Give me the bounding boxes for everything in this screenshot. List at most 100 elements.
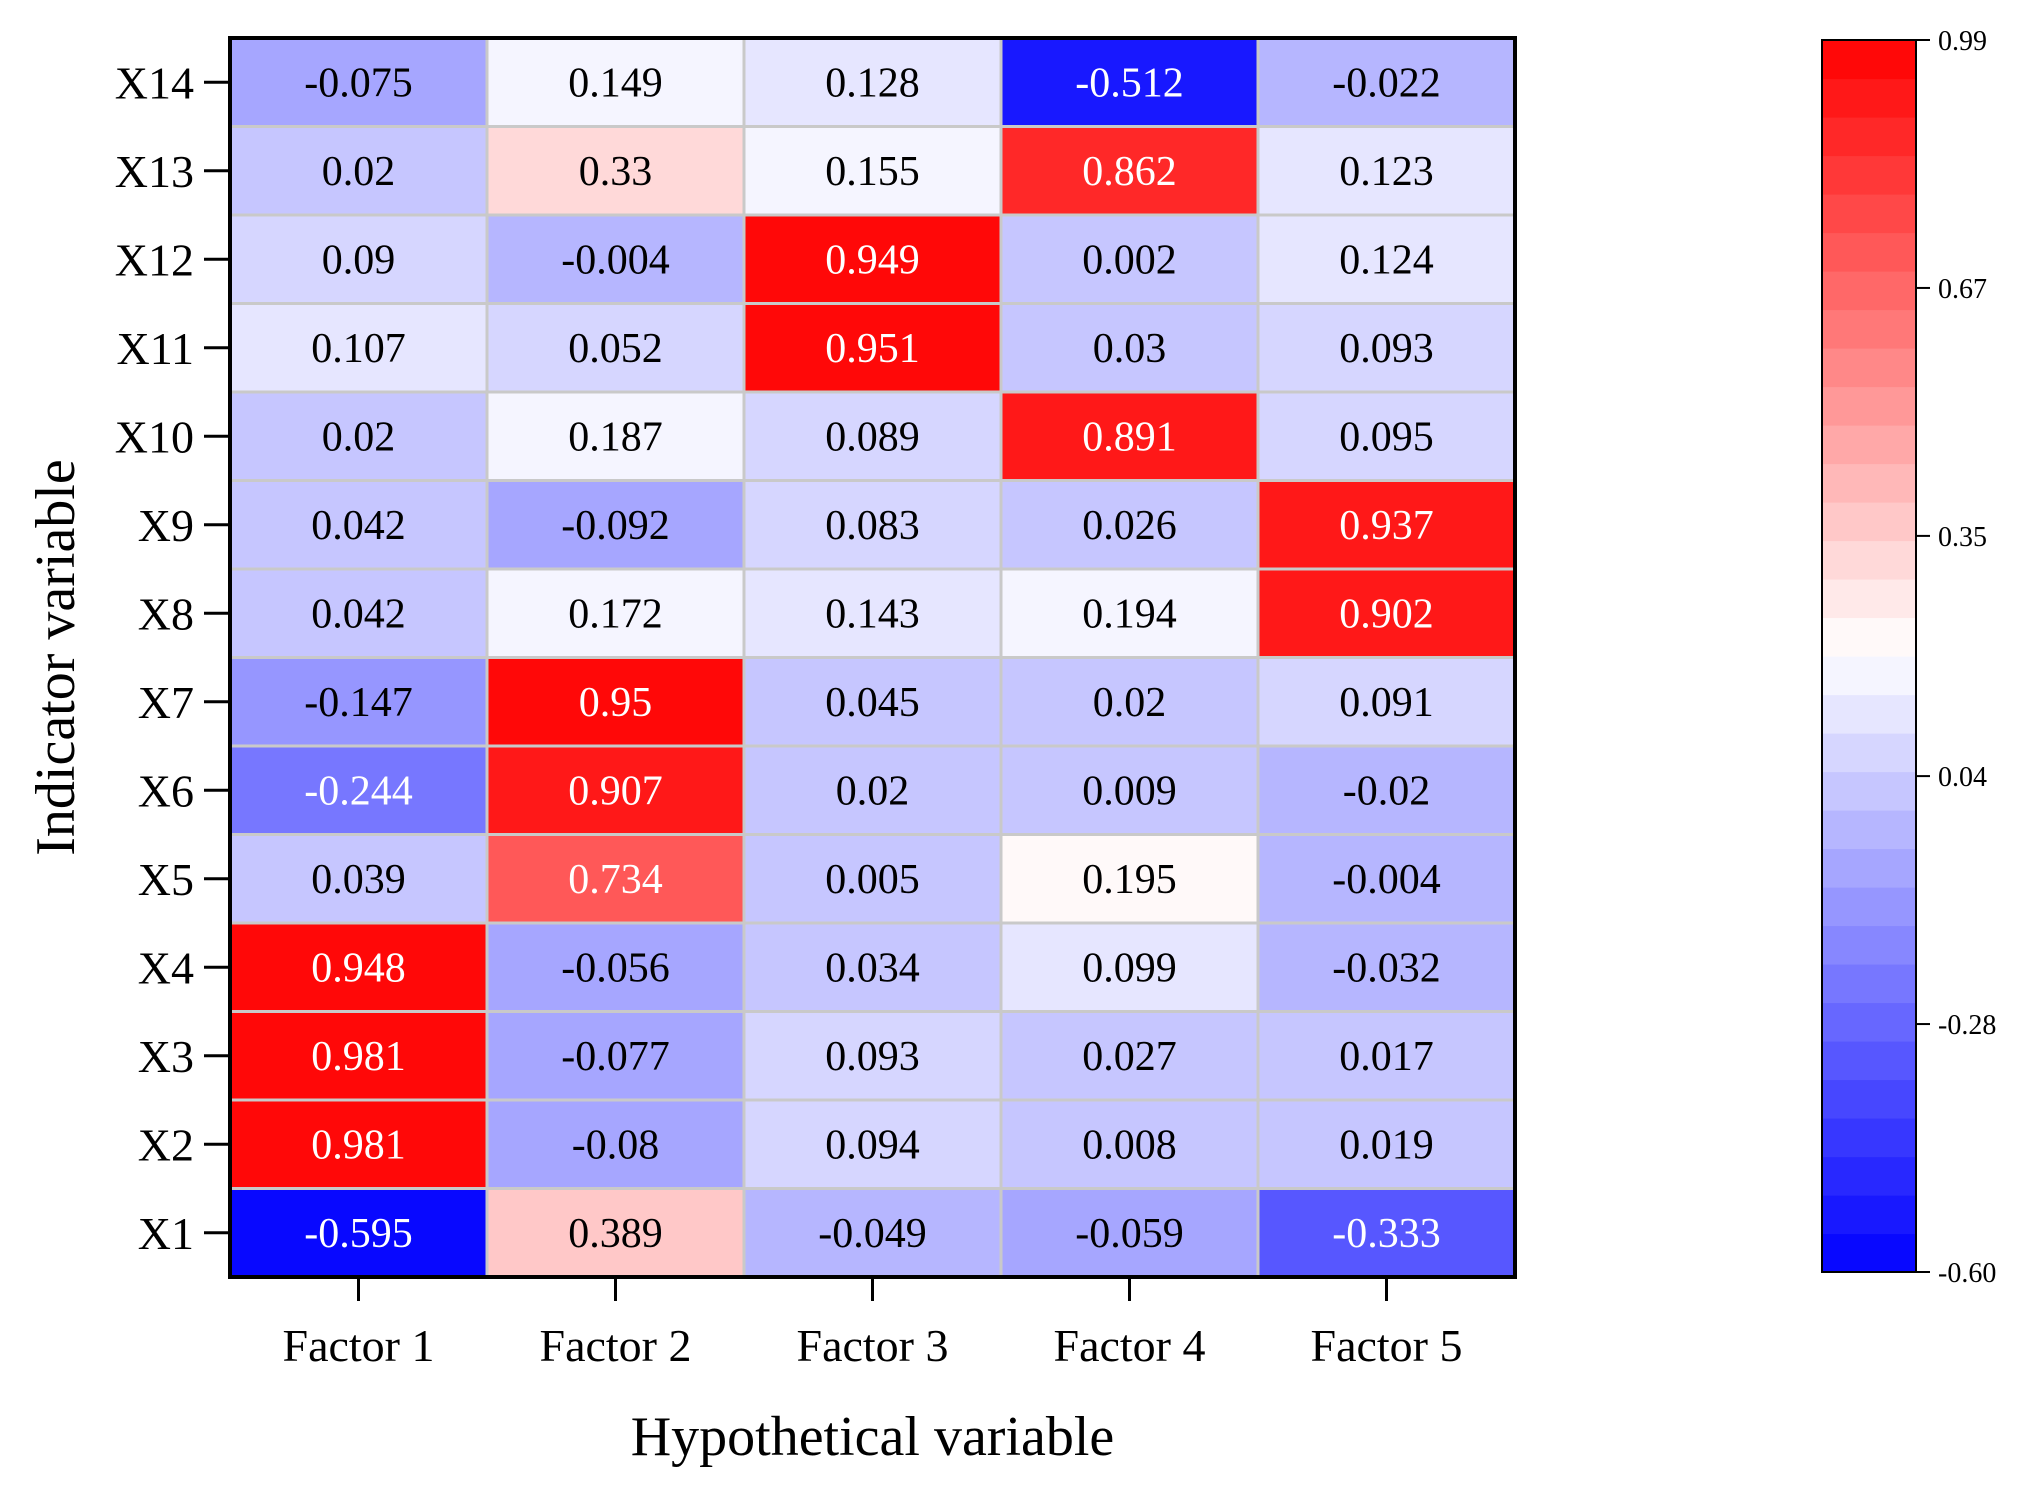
cell-value-label: 0.195 [1082, 857, 1177, 903]
cell-value-label: 0.143 [825, 591, 920, 637]
cell-value-label: 0.107 [311, 326, 406, 372]
heatmap-cell [742, 125, 1003, 217]
cell-value-label: 0.02 [322, 149, 396, 195]
cell-value-label: -0.004 [561, 237, 670, 283]
colorbar-swatch [1822, 925, 1916, 965]
heatmap-cell [999, 833, 1260, 925]
colorbar-swatch [1822, 425, 1916, 465]
heatmap-cell [1256, 125, 1517, 217]
cell-value-label: -0.056 [561, 945, 670, 991]
cell-value-label: 0.042 [311, 503, 406, 549]
colorbar-frame [1821, 39, 1917, 1273]
y-tick-label: X7 [138, 677, 194, 728]
heatmap-cell [999, 213, 1260, 305]
heatmap-cell [485, 302, 746, 394]
cell-value-label: 0.907 [568, 768, 663, 814]
y-tick-label: X9 [138, 500, 194, 551]
heatmap-cell [742, 390, 1003, 482]
heatmap-cell [1256, 744, 1517, 836]
cell-value-label: 0.155 [825, 149, 920, 195]
heatmap-cell [1256, 1187, 1517, 1279]
heatmap-cell [485, 390, 746, 482]
heatmap-cell [485, 36, 746, 128]
heatmap-cell [1256, 302, 1517, 394]
cell-value-label: -0.08 [572, 1122, 660, 1168]
colorbar-swatch [1822, 232, 1916, 272]
cell-value-label: 0.128 [825, 60, 920, 106]
cell-value-label: -0.147 [304, 680, 413, 726]
cell-value-label: 0.099 [1082, 945, 1177, 991]
y-tick-label: X5 [138, 854, 194, 905]
cell-value-label: 0.026 [1082, 503, 1177, 549]
cell-value-label: 0.095 [1339, 414, 1434, 460]
colorbar-swatch [1822, 1002, 1916, 1042]
colorbar-tick-label: 0.35 [1938, 522, 1987, 553]
cell-value-label: 0.891 [1082, 414, 1177, 460]
cell-value-label: 0.902 [1339, 591, 1434, 637]
cell-value-label: 0.981 [311, 1034, 406, 1080]
heatmap-cell [228, 36, 489, 128]
cell-value-label: -0.092 [561, 503, 670, 549]
cell-value-label: 0.187 [568, 414, 663, 460]
colorbar-swatch [1822, 1233, 1916, 1273]
colorbar-swatch [1822, 155, 1916, 195]
cell-value-label: -0.022 [1332, 60, 1441, 106]
colorbar-swatch [1822, 540, 1916, 580]
y-tick-label: X13 [115, 146, 194, 197]
cell-value-label: 0.093 [825, 1034, 920, 1080]
heatmap-cell [999, 1010, 1260, 1102]
y-tick-label: X6 [138, 765, 194, 816]
cell-value-label: 0.95 [579, 680, 653, 726]
heatmap-cell [485, 833, 746, 925]
cell-value-label: -0.032 [1332, 945, 1441, 991]
colorbar-swatch [1822, 771, 1916, 811]
heatmap-cell [1256, 833, 1517, 925]
heatmap-cell [742, 744, 1003, 836]
cell-value-label: 0.02 [836, 768, 910, 814]
colorbar-swatch [1822, 309, 1916, 349]
colorbar-tick-label: -0.60 [1938, 1258, 1996, 1289]
heatmap-cell [742, 302, 1003, 394]
x-tick-label: Factor 1 [282, 1320, 434, 1371]
cell-value-label: -0.049 [818, 1211, 927, 1257]
colorbar-swatch [1822, 348, 1916, 388]
x-tick-label: Factor 4 [1053, 1320, 1205, 1371]
cell-value-label: 0.194 [1082, 591, 1177, 637]
cell-value-label: -0.059 [1075, 1211, 1184, 1257]
cell-value-label: 0.005 [825, 857, 920, 903]
heatmap-cell [999, 1098, 1260, 1190]
cell-value-label: 0.017 [1339, 1034, 1434, 1080]
cell-value-label: 0.09 [322, 237, 396, 283]
cell-value-label: 0.02 [1093, 680, 1167, 726]
x-tick-label: Factor 2 [539, 1320, 691, 1371]
cell-value-label: 0.027 [1082, 1034, 1177, 1080]
heatmap-cell [228, 390, 489, 482]
colorbar-swatch [1822, 694, 1916, 734]
cell-value-label: 0.949 [825, 237, 920, 283]
cell-value-label: 0.172 [568, 591, 663, 637]
cell-value-label: 0.093 [1339, 326, 1434, 372]
colorbar-swatch [1822, 1118, 1916, 1158]
heatmap-cell [1256, 656, 1517, 748]
colorbar-swatch [1822, 810, 1916, 850]
colorbar-swatch [1822, 579, 1916, 619]
cell-value-label: 0.002 [1082, 237, 1177, 283]
heatmap-cell [485, 656, 746, 748]
colorbar-swatch [1822, 1041, 1916, 1081]
heatmap-cell [999, 921, 1260, 1013]
cell-value-label: 0.948 [311, 945, 406, 991]
heatmap-cell [485, 213, 746, 305]
colorbar-swatch [1822, 502, 1916, 542]
x-axis-title: Hypothetical variable [631, 1406, 1115, 1468]
x-axis: Factor 1 Factor 2 Factor 3 Factor 4 Factor 5 [282, 1277, 1463, 1371]
cell-value-label: -0.333 [1332, 1211, 1441, 1257]
y-tick-label: X8 [138, 588, 194, 639]
cell-value-label: -0.077 [561, 1034, 670, 1080]
colorbar-swatch [1822, 386, 1916, 426]
colorbar-swatch [1822, 1079, 1916, 1119]
cell-value-label: 0.123 [1339, 149, 1434, 195]
colorbar-swatch [1822, 194, 1916, 234]
cell-value-label: -0.244 [304, 768, 413, 814]
cell-value-label: 0.045 [825, 680, 920, 726]
